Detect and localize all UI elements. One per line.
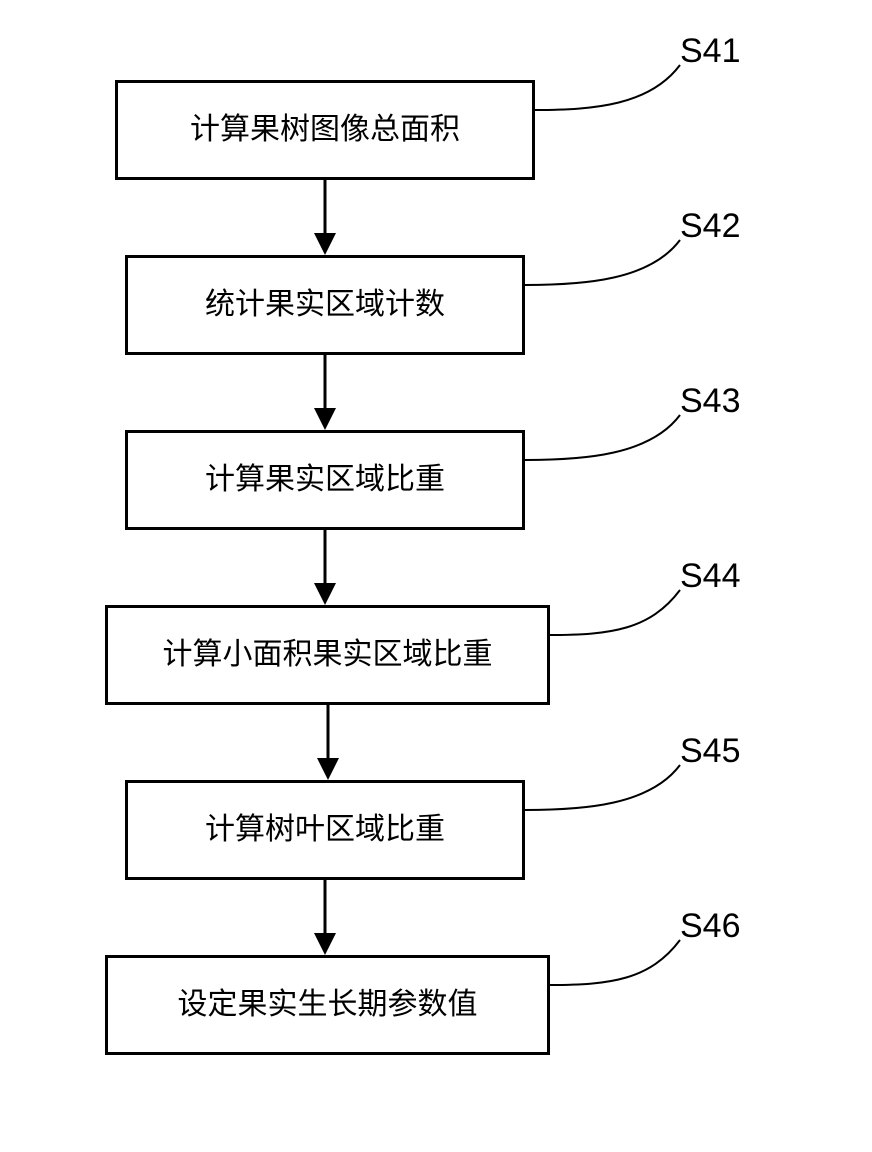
step-box: 计算树叶区域比重 xyxy=(125,780,525,880)
step-text: 计算果树图像总面积 xyxy=(182,108,468,152)
step-box: 计算果树图像总面积 xyxy=(115,80,535,180)
flow-arrow xyxy=(305,880,345,955)
step-text: 计算小面积果实区域比重 xyxy=(155,633,501,677)
flowchart-step-s42: 统计果实区域计数S42 xyxy=(105,255,765,355)
step-box: 统计果实区域计数 xyxy=(125,255,525,355)
step-box: 设定果实生长期参数值 xyxy=(105,955,550,1055)
step-label: S44 xyxy=(680,557,855,596)
step-box: 计算果实区域比重 xyxy=(125,430,525,530)
step-label: S42 xyxy=(680,207,855,246)
flow-arrow xyxy=(305,530,345,605)
flow-arrow xyxy=(308,705,348,780)
step-text: 统计果实区域计数 xyxy=(197,283,453,327)
step-label: S43 xyxy=(680,382,855,421)
step-label: S45 xyxy=(680,732,855,771)
step-text: 设定果实生长期参数值 xyxy=(170,983,486,1027)
flowchart-step-s43: 计算果实区域比重S43 xyxy=(105,430,765,530)
step-label: S41 xyxy=(680,32,855,71)
step-text: 计算果实区域比重 xyxy=(197,458,453,502)
flowchart-step-s44: 计算小面积果实区域比重S44 xyxy=(105,605,765,705)
step-box: 计算小面积果实区域比重 xyxy=(105,605,550,705)
flow-arrow xyxy=(305,180,345,255)
flowchart-step-s41: 计算果树图像总面积S41 xyxy=(105,80,765,180)
step-text: 计算树叶区域比重 xyxy=(197,808,453,852)
flowchart-step-s45: 计算树叶区域比重S45 xyxy=(105,780,765,880)
flow-arrow xyxy=(305,355,345,430)
step-label: S46 xyxy=(680,907,855,946)
flowchart-step-s46: 设定果实生长期参数值S46 xyxy=(105,955,765,1055)
